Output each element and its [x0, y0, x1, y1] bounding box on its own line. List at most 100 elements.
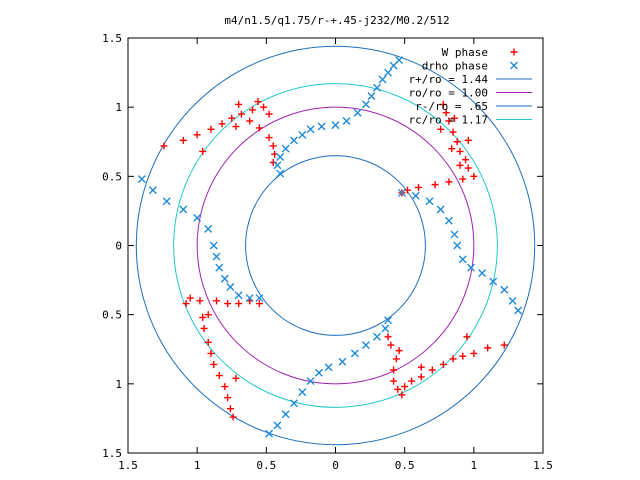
data-point: [445, 117, 453, 125]
data-point: [384, 316, 393, 325]
data-point: [200, 325, 208, 332]
data-point: [298, 388, 307, 397]
data-point: [458, 255, 467, 264]
data-point: [265, 110, 273, 118]
data-point: [137, 175, 146, 184]
data-point: [220, 274, 229, 283]
x-tick-label: 1.5: [533, 459, 553, 472]
data-point: [281, 144, 290, 153]
data-point: [463, 333, 471, 341]
legend-label: rc/ro = 1.17: [409, 114, 488, 127]
data-point: [401, 383, 409, 391]
data-point: [373, 332, 381, 341]
data-point: [273, 161, 282, 170]
data-point: [445, 178, 453, 186]
data-point: [381, 324, 390, 333]
x-tick-label: 0: [332, 459, 339, 472]
data-point: [450, 114, 458, 122]
data-point: [453, 138, 461, 146]
data-point: [439, 360, 447, 368]
data-point: [237, 110, 245, 118]
data-point: [215, 372, 223, 380]
legend-label: ro/ro = 1.00: [409, 87, 488, 100]
data-point: [246, 117, 254, 125]
x-tick-label: 1: [471, 459, 478, 472]
data-point: [269, 159, 277, 166]
series-w-phase: [160, 98, 508, 421]
data-point: [390, 377, 398, 385]
data-point: [378, 75, 387, 84]
data-point: [314, 368, 323, 377]
data-point: [182, 300, 190, 308]
x-tick-label: 0.5: [395, 459, 415, 472]
data-point: [449, 355, 457, 363]
data-point: [249, 106, 256, 114]
data-point: [148, 186, 157, 195]
data-point: [228, 114, 236, 122]
series-drho-phase: [137, 56, 523, 438]
data-point: [179, 136, 187, 144]
data-point: [437, 125, 445, 133]
data-point: [224, 300, 232, 308]
data-point: [224, 394, 232, 402]
data-point: [193, 213, 202, 222]
data-point: [255, 124, 263, 132]
data-point: [229, 413, 237, 421]
data-point: [298, 130, 307, 139]
data-point: [210, 360, 218, 368]
x-tick-label: 1.5: [118, 459, 138, 472]
data-point: [390, 366, 398, 374]
data-point: [508, 296, 517, 305]
data-point: [417, 363, 425, 371]
data-point: [395, 56, 404, 65]
data-point: [459, 175, 467, 183]
y-tick-label: 1.5: [102, 447, 122, 460]
data-point: [254, 98, 262, 106]
data-point: [226, 405, 234, 413]
data-point: [199, 147, 207, 155]
legend-label: r-/ro = .65: [415, 100, 488, 113]
y-tick-label: 0.5: [102, 309, 122, 322]
data-point: [489, 277, 498, 286]
data-point: [384, 68, 393, 77]
data-point: [478, 269, 487, 278]
data-point: [442, 109, 450, 117]
data-point: [462, 156, 470, 164]
reference-circles: [135, 45, 536, 446]
y-tick-label: 1.5: [102, 32, 122, 45]
data-point: [456, 161, 464, 169]
data-point: [428, 366, 436, 374]
data-point: [215, 263, 224, 272]
data-point: [290, 136, 298, 145]
reference-circle: [196, 106, 475, 385]
data-point: [186, 294, 194, 302]
y-tick-label: 1: [115, 378, 122, 391]
data-point: [276, 152, 285, 161]
y-tick-label: 0: [115, 240, 122, 253]
data-point: [464, 164, 472, 172]
data-point: [500, 285, 509, 294]
data-point: [276, 169, 285, 178]
data-point: [204, 338, 212, 346]
data-point: [235, 300, 243, 308]
data-point: [459, 352, 467, 360]
y-tick-label: 1: [115, 101, 122, 114]
data-point: [179, 205, 188, 214]
data-point: [456, 147, 464, 155]
data-point: [436, 205, 445, 214]
data-point: [232, 123, 240, 131]
data-point: [265, 429, 274, 438]
reference-circle: [135, 45, 536, 446]
data-point: [514, 306, 523, 315]
data-point: [387, 341, 395, 349]
data-point: [273, 421, 282, 430]
data-point: [470, 349, 478, 357]
data-point: [207, 125, 215, 133]
data-point: [444, 216, 453, 225]
data-point: [467, 263, 476, 272]
data-point: [306, 125, 315, 134]
data-point: [450, 230, 459, 239]
data-point: [395, 347, 403, 355]
